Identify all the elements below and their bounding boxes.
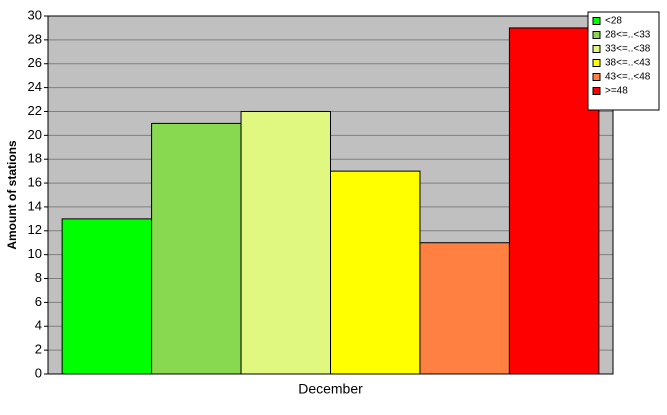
bar xyxy=(508,27,600,375)
bar xyxy=(61,218,153,375)
y-tick-label: 10 xyxy=(28,246,42,261)
y-tick-label: 24 xyxy=(28,79,42,94)
y-tick-label: 12 xyxy=(28,222,42,237)
bar xyxy=(330,170,421,375)
x-tick-label: December xyxy=(298,381,363,397)
bar xyxy=(419,242,510,375)
y-tick-label: 18 xyxy=(28,151,42,166)
y-tick-label: 22 xyxy=(28,103,42,118)
legend-label: <28 xyxy=(605,16,622,27)
legend-label: 33<=..<38 xyxy=(605,44,651,55)
y-tick-label: 14 xyxy=(28,198,42,213)
legend-swatch xyxy=(592,59,601,67)
y-tick-label: 2 xyxy=(35,342,42,357)
y-tick-label: 4 xyxy=(35,318,42,333)
y-axis-label: Amount of stations xyxy=(5,140,19,250)
legend-label: >=48 xyxy=(605,86,628,97)
legend-swatch xyxy=(592,87,601,95)
y-tick-label: 28 xyxy=(28,31,42,46)
plot-border xyxy=(47,15,614,375)
y-tick-label: 20 xyxy=(28,127,42,142)
y-tick-label: 16 xyxy=(28,175,42,190)
legend-swatch xyxy=(592,17,601,25)
y-tick-label: 6 xyxy=(35,294,42,309)
legend-swatch xyxy=(592,45,601,53)
y-tick-label: 8 xyxy=(35,270,42,285)
bar xyxy=(151,122,242,375)
y-tick-label: 26 xyxy=(28,55,42,70)
legend-swatch xyxy=(592,31,601,39)
legend-label: 43<=..<48 xyxy=(605,72,651,83)
bar xyxy=(240,110,332,375)
legend-label: 38<=..<43 xyxy=(605,58,651,69)
y-tick-label: 30 xyxy=(28,7,42,22)
legend-swatch xyxy=(592,73,601,81)
legend-label: 28<=..<33 xyxy=(605,30,651,41)
y-tick-label: 0 xyxy=(35,365,42,380)
